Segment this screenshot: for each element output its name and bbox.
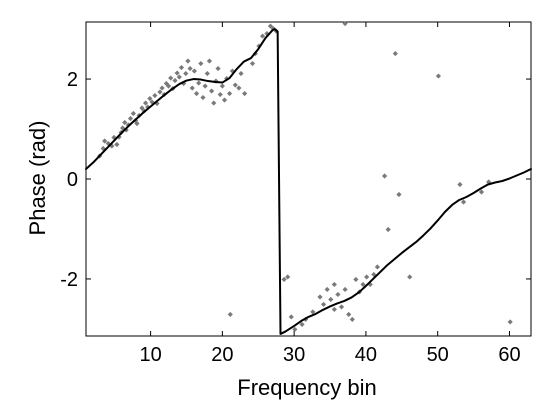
data-point xyxy=(221,97,228,103)
data-point xyxy=(478,189,485,195)
data-point xyxy=(152,92,158,99)
data-point xyxy=(460,199,467,205)
data-point xyxy=(281,276,287,283)
data-point xyxy=(183,70,189,77)
data-point xyxy=(353,276,359,283)
data-point xyxy=(331,306,337,313)
data-point xyxy=(486,179,492,185)
y-tick-label: 2 xyxy=(67,69,78,91)
data-point xyxy=(507,319,513,325)
data-point xyxy=(206,58,213,64)
data-point xyxy=(142,100,149,106)
data-point xyxy=(259,33,266,39)
data-point xyxy=(209,88,215,94)
data-point xyxy=(127,115,134,122)
data-point xyxy=(360,281,366,288)
data-point xyxy=(165,83,172,89)
y-axis-label: Phase (rad) xyxy=(25,121,50,236)
data-point xyxy=(198,60,204,67)
smoothed-phase-line xyxy=(85,28,532,335)
data-point xyxy=(324,286,330,293)
data-point xyxy=(114,141,120,148)
data-point xyxy=(215,65,221,72)
data-point xyxy=(189,85,195,91)
x-axis-label: Frequency bin xyxy=(237,375,376,400)
x-tick-label: 20 xyxy=(211,344,233,366)
data-point xyxy=(346,311,352,318)
data-point xyxy=(256,43,262,49)
data-point xyxy=(122,119,128,126)
data-point xyxy=(457,181,463,188)
data-point xyxy=(154,100,160,107)
x-tick-label: 50 xyxy=(427,344,449,366)
data-point xyxy=(381,173,388,179)
data-point xyxy=(267,23,274,29)
data-point xyxy=(320,301,327,308)
data-point xyxy=(168,75,174,81)
data-point xyxy=(232,82,238,88)
x-tick-label: 60 xyxy=(498,344,520,366)
data-point xyxy=(392,50,398,57)
data-point xyxy=(172,77,178,84)
data-point xyxy=(200,94,206,101)
data-point xyxy=(191,68,197,74)
y-tick-label: -2 xyxy=(60,269,78,291)
data-point xyxy=(130,110,136,117)
data-point xyxy=(226,90,233,97)
data-point xyxy=(385,226,391,233)
data-point xyxy=(159,85,165,91)
data-point xyxy=(285,274,291,280)
data-point xyxy=(217,91,223,98)
x-tick-label: 30 xyxy=(283,344,305,366)
data-point xyxy=(147,95,153,102)
data-point xyxy=(435,73,442,79)
data-point xyxy=(227,311,233,318)
data-point xyxy=(364,274,370,280)
data-point xyxy=(204,70,210,77)
data-point xyxy=(196,80,202,86)
data-point xyxy=(396,191,402,198)
data-point xyxy=(367,281,373,288)
data-point xyxy=(374,264,381,270)
data-point xyxy=(193,90,200,97)
data-point xyxy=(211,100,217,106)
data-point xyxy=(238,70,244,77)
data-point xyxy=(310,309,316,315)
data-point xyxy=(288,314,294,320)
data-point xyxy=(236,85,242,91)
data-point xyxy=(342,286,348,293)
data-point xyxy=(292,326,298,333)
data-point xyxy=(157,89,163,95)
data-point xyxy=(331,281,337,288)
data-point xyxy=(178,64,185,71)
data-point xyxy=(202,83,208,89)
data-point xyxy=(338,304,345,310)
data-point xyxy=(299,321,305,328)
data-point xyxy=(335,291,341,298)
plot-frame xyxy=(85,21,532,337)
data-point xyxy=(249,60,256,67)
data-point xyxy=(219,83,225,89)
y-tick-label: 0 xyxy=(67,169,78,191)
x-tick-label: 10 xyxy=(139,344,161,366)
data-point xyxy=(328,296,334,303)
data-point xyxy=(242,90,248,97)
data-point xyxy=(185,58,191,64)
data-point xyxy=(407,274,413,280)
data-point xyxy=(134,120,140,127)
data-point xyxy=(187,65,193,72)
x-tick-label: 40 xyxy=(355,344,377,366)
data-point xyxy=(174,70,180,76)
data-point xyxy=(102,138,108,144)
data-point xyxy=(176,74,182,80)
data-point xyxy=(342,20,348,27)
data-point xyxy=(317,294,323,300)
data-point xyxy=(349,316,355,323)
data-point xyxy=(149,99,155,105)
